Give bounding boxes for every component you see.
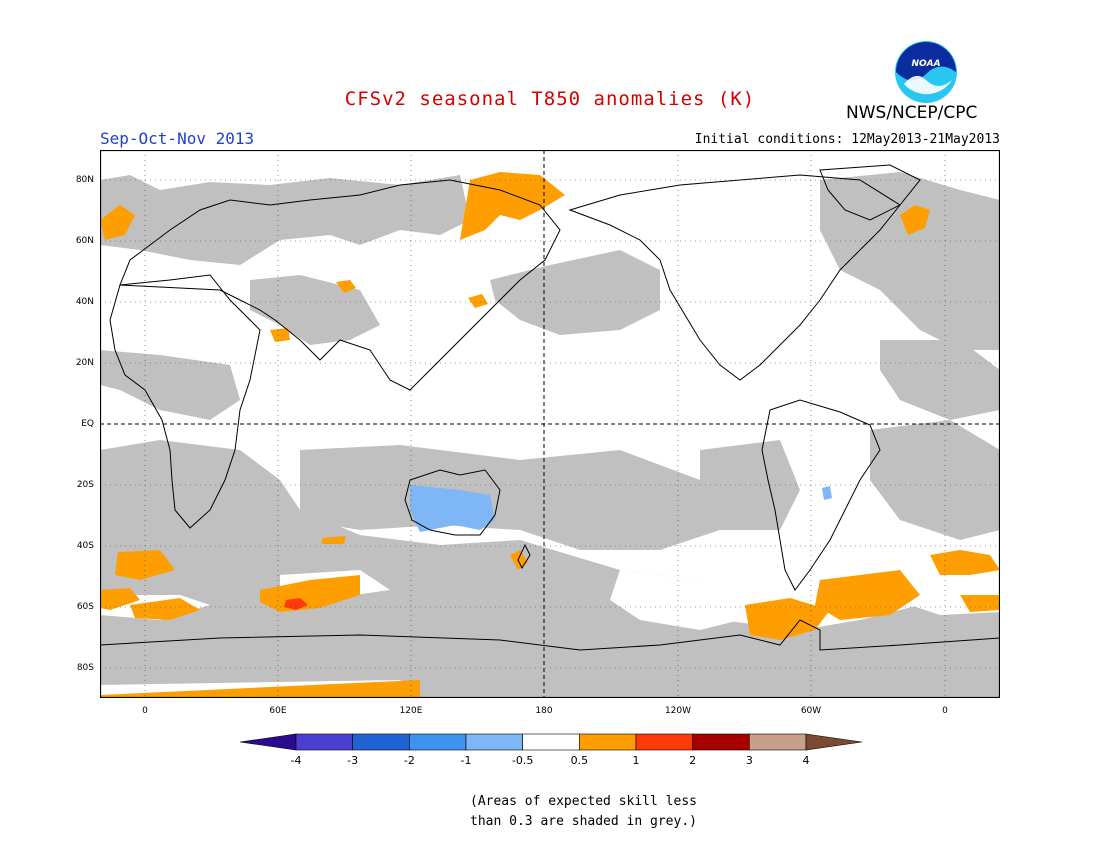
noaa-logo-icon: NOAA <box>895 41 957 103</box>
color-bin-7 <box>635 733 693 751</box>
cool-anomaly-regions <box>410 485 832 532</box>
lat-label-60s: 60S <box>76 602 94 612</box>
lat-label-60n: 60N <box>75 236 94 246</box>
color-bin-0 <box>240 733 297 751</box>
lon-label-120w: 120W <box>664 706 692 716</box>
color-scale-label: -3 <box>347 754 359 767</box>
color-scale-label: -4 <box>290 754 302 767</box>
lon-label-0: 0 <box>142 706 148 716</box>
initial-conditions-label: Initial conditions: 12May2013-21May2013 <box>694 132 1000 147</box>
lat-label-80n: 80N <box>75 175 94 185</box>
skill-note-line-2: than 0.3 are shaded in grey.) <box>470 814 697 829</box>
color-scale-label: 3 <box>745 754 753 767</box>
equator-dateline <box>100 150 1000 698</box>
lon-label-60w: 60W <box>800 706 822 716</box>
color-scale-label: -0.5 <box>511 754 534 767</box>
color-scale-label: -2 <box>403 754 415 767</box>
map-title: CFSv2 seasonal T850 anomalies (K) <box>344 88 756 110</box>
color-scale-label: 2 <box>689 754 697 767</box>
lat-label-20n: 20N <box>75 358 94 368</box>
lon-label-0-east: 0 <box>942 706 948 716</box>
color-scale-label: -1 <box>460 754 472 767</box>
color-bin-8 <box>692 733 750 751</box>
warm-anomaly-regions <box>100 172 1000 698</box>
agency-label: NWS/NCEP/CPC <box>846 103 978 123</box>
color-bin-4 <box>465 733 523 751</box>
color-bin-9 <box>749 733 807 751</box>
lon-label-120e: 120E <box>399 706 423 716</box>
color-bin-2 <box>352 733 410 751</box>
color-bin-6 <box>579 733 637 751</box>
lat-label-eq: EQ <box>81 419 94 429</box>
color-scale-label: 1 <box>632 754 640 767</box>
lat-label-20s: 20S <box>76 480 94 490</box>
color-bin-5 <box>522 733 580 751</box>
color-scale-label: 0.5 <box>570 754 589 767</box>
lat-label-40s: 40S <box>76 541 94 551</box>
lat-label-80s: 80S <box>76 663 94 673</box>
coastlines <box>100 164 1000 651</box>
anomaly-map <box>100 150 1000 698</box>
color-scale-label: 4 <box>802 754 810 767</box>
lat-label-40n: 40N <box>75 297 94 307</box>
color-bin-1 <box>295 733 353 751</box>
noaa-logo-text: NOAA <box>911 59 940 69</box>
lon-label-180: 180 <box>535 706 553 716</box>
season-label: Sep-Oct-Nov 2013 <box>100 129 255 148</box>
color-bin-10 <box>805 733 862 751</box>
skill-note: (Areas of expected skill less than 0.3 a… <box>470 792 697 832</box>
lon-label-60e: 60E <box>269 706 287 716</box>
color-bin-3 <box>409 733 467 751</box>
skill-note-line-1: (Areas of expected skill less <box>470 794 697 809</box>
map-grid <box>100 150 1000 698</box>
color-scale-bar <box>240 733 862 751</box>
